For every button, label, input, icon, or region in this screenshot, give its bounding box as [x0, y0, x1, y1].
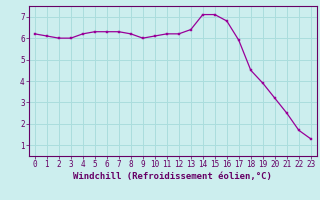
X-axis label: Windchill (Refroidissement éolien,°C): Windchill (Refroidissement éolien,°C) [73, 172, 272, 181]
